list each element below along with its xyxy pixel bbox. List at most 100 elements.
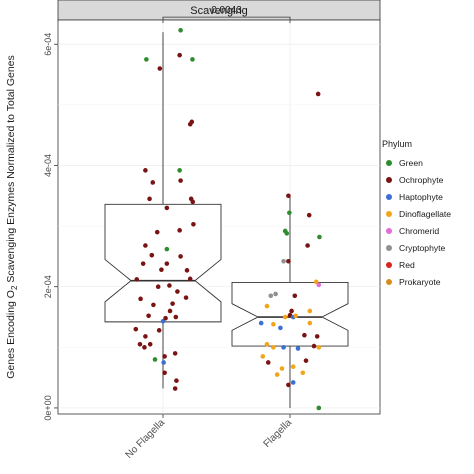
y-tick-label: 0e+00 — [43, 395, 53, 420]
data-point — [143, 243, 148, 248]
data-point — [313, 279, 319, 285]
data-point — [303, 358, 309, 363]
data-point — [316, 405, 322, 411]
data-point — [290, 380, 296, 385]
legend-item: Prokaryote — [380, 273, 474, 290]
data-point — [281, 345, 286, 350]
legend-swatch — [386, 193, 392, 200]
data-point — [190, 57, 195, 62]
legend-item: Cryptophyte — [380, 239, 474, 256]
data-point — [160, 318, 166, 324]
data-point — [177, 168, 182, 173]
data-point — [271, 321, 276, 327]
data-point — [183, 295, 189, 300]
y-axis-title-part-1: Genes Encoding O — [5, 290, 17, 379]
data-point — [271, 345, 276, 350]
data-point — [287, 210, 292, 216]
data-point — [164, 246, 170, 252]
legend-item: Red — [380, 256, 474, 273]
data-point — [172, 351, 178, 356]
data-point — [143, 334, 148, 339]
data-point — [143, 168, 148, 173]
data-point — [147, 196, 152, 202]
data-point — [281, 258, 286, 264]
data-point — [133, 326, 139, 332]
y-tick-label: 2e-04 — [43, 275, 53, 298]
data-point — [177, 52, 182, 58]
data-point — [162, 370, 167, 376]
legend-item: Ochrophyte — [380, 171, 474, 188]
data-point — [178, 178, 183, 183]
data-point — [295, 346, 301, 351]
x-tick-label: No Flagella — [124, 417, 168, 461]
data-point — [138, 296, 143, 302]
y-axis-title-subscript: 2 — [10, 285, 19, 290]
legend-label: Prokaryote — [399, 276, 441, 287]
data-point — [260, 354, 266, 359]
data-point — [154, 229, 160, 235]
data-point — [289, 308, 294, 314]
data-point — [305, 243, 310, 248]
data-point — [187, 121, 193, 127]
legend-item: Chromerid — [380, 222, 474, 239]
legend: Phylum Green Ochrophyte Haptophyte Dinoflag… — [380, 139, 474, 290]
data-point — [159, 267, 164, 273]
data-point — [162, 354, 167, 359]
data-point — [314, 334, 320, 339]
data-point — [163, 315, 168, 321]
data-point — [157, 66, 163, 71]
legend-label: Haptophyte — [399, 191, 443, 202]
data-point — [290, 364, 296, 370]
significance-pvalue: 0.0043 — [211, 5, 242, 16]
data-point — [265, 360, 271, 365]
data-point — [316, 345, 322, 350]
data-point — [174, 378, 179, 383]
point-layer — [133, 28, 322, 411]
data-point — [273, 291, 278, 297]
data-point — [311, 343, 317, 349]
data-point — [134, 277, 140, 282]
data-point — [187, 276, 193, 282]
data-point — [175, 289, 180, 294]
data-point — [306, 212, 312, 218]
legend-item: Green — [380, 154, 474, 171]
data-point — [146, 313, 151, 319]
data-point — [149, 252, 155, 258]
data-point — [155, 284, 161, 290]
legend-label: Dinoflagellate — [399, 208, 452, 219]
data-point — [167, 308, 173, 314]
data-point — [284, 231, 290, 236]
y-axis: 0e+00 2e-04 4e-04 6e-04 — [43, 33, 58, 421]
y-axis-title: Genes Encoding O2 Scavenging Enzymes Nor… — [5, 55, 19, 379]
data-point — [140, 261, 146, 266]
data-point — [177, 228, 182, 233]
data-point — [144, 57, 149, 62]
data-point — [167, 283, 172, 288]
facet-strip-label: Scavenging — [190, 5, 248, 17]
legend-label: Green — [399, 157, 423, 168]
legend-item: Dinoflagellate — [380, 205, 474, 222]
data-point — [147, 341, 153, 347]
legend-title: Phylum — [382, 139, 413, 149]
data-point — [178, 254, 183, 259]
data-point — [161, 360, 166, 365]
y-tick-label: 4e-04 — [43, 154, 53, 177]
data-point — [279, 366, 285, 371]
legend-items: Green Ochrophyte Haptophyte Dinoflagellate C… — [380, 154, 474, 290]
data-point — [184, 268, 190, 273]
data-point — [317, 234, 322, 240]
data-point — [137, 341, 143, 347]
x-axis: No Flagella Flagella — [124, 414, 295, 461]
data-point — [282, 314, 288, 320]
legend-swatch — [386, 261, 392, 268]
legend-swatch — [386, 278, 392, 285]
data-point — [191, 221, 196, 227]
data-point — [268, 293, 274, 299]
data-point — [286, 382, 291, 388]
data-point — [164, 205, 170, 211]
data-point — [190, 199, 196, 205]
y-axis-title-part-2: Scavenging Enzymes Normalized to Total G… — [5, 55, 17, 285]
data-point — [307, 320, 313, 326]
x-tick-label: Flagella — [262, 417, 295, 450]
data-point — [302, 332, 307, 338]
